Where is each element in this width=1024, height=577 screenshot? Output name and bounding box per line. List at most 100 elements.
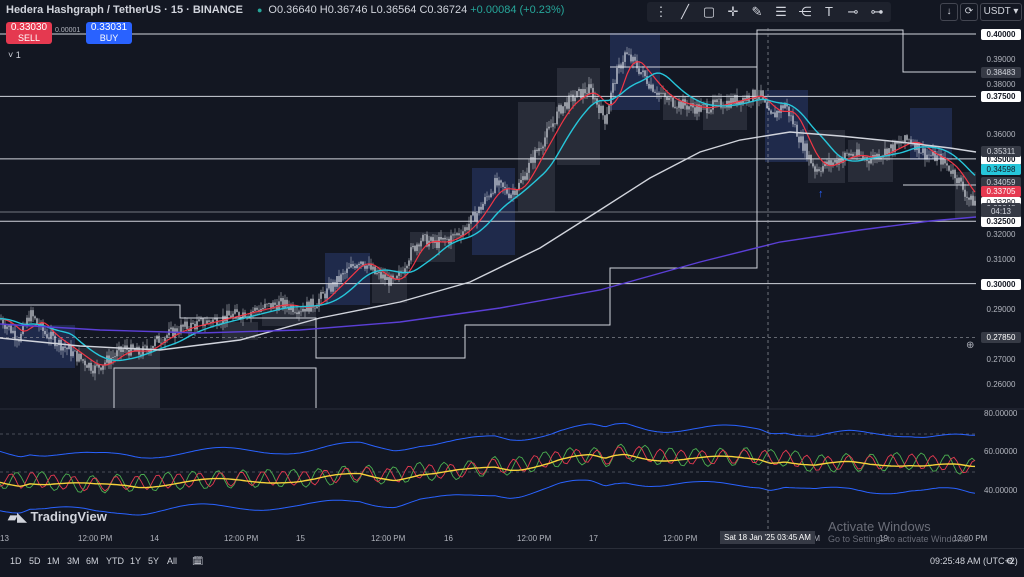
candle-body [942, 157, 944, 165]
ma-long-line [0, 131, 977, 351]
candle-body [184, 321, 186, 327]
range-button-5d[interactable]: 5D [29, 556, 41, 566]
candle-body [718, 98, 720, 100]
candle-body [720, 98, 722, 108]
candle-body [64, 346, 66, 348]
candle-body [392, 275, 394, 280]
range-button-1d[interactable]: 1D [10, 556, 22, 566]
download-icon[interactable]: ↓ [940, 3, 958, 21]
candle-body [18, 340, 20, 342]
crosshair-icon[interactable]: ✛ [727, 4, 739, 19]
brush-icon[interactable]: ✎ [751, 4, 763, 19]
indicator-collapse[interactable]: ˅ 1 [8, 50, 21, 60]
candle-body [86, 365, 88, 368]
candle-body [674, 106, 676, 108]
drag-handle-icon[interactable]: ⋮ [654, 4, 668, 19]
refresh-icon[interactable]: ⟳ [960, 3, 978, 21]
range-button-5y[interactable]: 5Y [148, 556, 160, 566]
candle-body [272, 302, 274, 309]
candle-body [550, 126, 552, 128]
range-button-ytd[interactable]: YTD [106, 556, 124, 566]
candle-body [700, 105, 702, 112]
candle-body [950, 170, 952, 174]
ema-slow-line [0, 72, 976, 362]
candle-body [814, 166, 816, 172]
ray-icon[interactable]: ⊸ [847, 4, 859, 19]
candle-body [954, 169, 956, 179]
candle-body [752, 89, 754, 102]
calendar-icon[interactable]: 🗓 [192, 556, 204, 566]
pattern-icon[interactable]: ⋲ [798, 4, 812, 19]
candle-body [558, 105, 560, 112]
target-icon[interactable]: ⊕ [966, 340, 975, 351]
candle-body [202, 318, 204, 327]
candle-body [660, 92, 662, 94]
candle-body [902, 142, 904, 144]
settings-icon[interactable]: ⚙ [1006, 556, 1015, 566]
candle-body [366, 265, 368, 269]
range-button-6m[interactable]: 6M [86, 556, 99, 566]
trend-line-icon[interactable]: ╱ [681, 4, 689, 19]
candle-body [384, 274, 386, 280]
candle-body [296, 312, 298, 315]
watermark-line2: Go to Settings to activate Windows. [828, 534, 971, 544]
candle-body [940, 153, 942, 165]
candle-body [826, 161, 828, 166]
signal-arrow-icon: ↑ [818, 188, 824, 200]
candle-body [916, 142, 918, 150]
candle-body [762, 90, 764, 99]
candle-body [664, 92, 666, 98]
text-icon[interactable]: T [825, 4, 833, 19]
candle-body [848, 153, 850, 156]
candle-body [506, 188, 508, 194]
rectangle-icon[interactable]: ▢ [702, 4, 716, 19]
candle-body [388, 277, 390, 286]
symbol-header: Hedera Hashgraph / TetherUS · 15 · BINAN… [6, 4, 564, 16]
time-tick: 13 [0, 534, 9, 543]
candle-body [888, 148, 890, 157]
currency-select[interactable]: USDT ▾ [980, 3, 1022, 21]
candle-body [808, 154, 810, 160]
candle-body [598, 104, 600, 113]
sell-button[interactable]: 0.33030 SELL [6, 22, 52, 44]
price-tick: 0.31000 [986, 254, 1016, 264]
candle-body [396, 275, 398, 279]
price-tag: 0.27850 [981, 332, 1021, 344]
level-price-tag: 0.40000 [981, 29, 1021, 40]
range-button-1y[interactable]: 1Y [130, 556, 142, 566]
tradingview-logo[interactable]: ▰◣ TradingView [8, 509, 107, 524]
fib-icon[interactable]: ☰ [775, 4, 787, 19]
range-button-all[interactable]: All [167, 556, 178, 566]
candle-body [348, 267, 350, 269]
horizontal-line-icon[interactable]: ⊶ [870, 4, 884, 19]
candle-body [628, 53, 630, 55]
candle-body [522, 176, 524, 181]
candle-body [886, 148, 888, 157]
candle-body [420, 240, 422, 247]
bb-upper-line [0, 422, 975, 459]
candle-body [708, 112, 710, 114]
candle-body [452, 234, 454, 236]
candle-body [54, 335, 56, 347]
clock[interactable]: 09:25:48 AM (UTC+2) [930, 556, 1018, 566]
candle-body [312, 298, 314, 308]
price-tick: 0.32000 [986, 229, 1016, 239]
candle-body [574, 97, 576, 102]
candle-body [22, 325, 24, 334]
candle-body [166, 335, 168, 339]
buy-button[interactable]: 0.33031 BUY [86, 22, 132, 44]
candle-body [50, 331, 52, 340]
candle-body [454, 234, 456, 236]
candle-body [766, 102, 768, 109]
candle-body [634, 56, 636, 61]
price-tag: 04:13 [981, 206, 1021, 218]
candle-body [372, 266, 374, 270]
candle-body [468, 223, 470, 231]
candle-body [816, 169, 818, 172]
candle-body [724, 107, 726, 109]
range-button-3m[interactable]: 3M [67, 556, 80, 566]
price-tag: 0.34598 [981, 163, 1021, 175]
range-button-1m[interactable]: 1M [47, 556, 60, 566]
candle-body [714, 99, 716, 103]
